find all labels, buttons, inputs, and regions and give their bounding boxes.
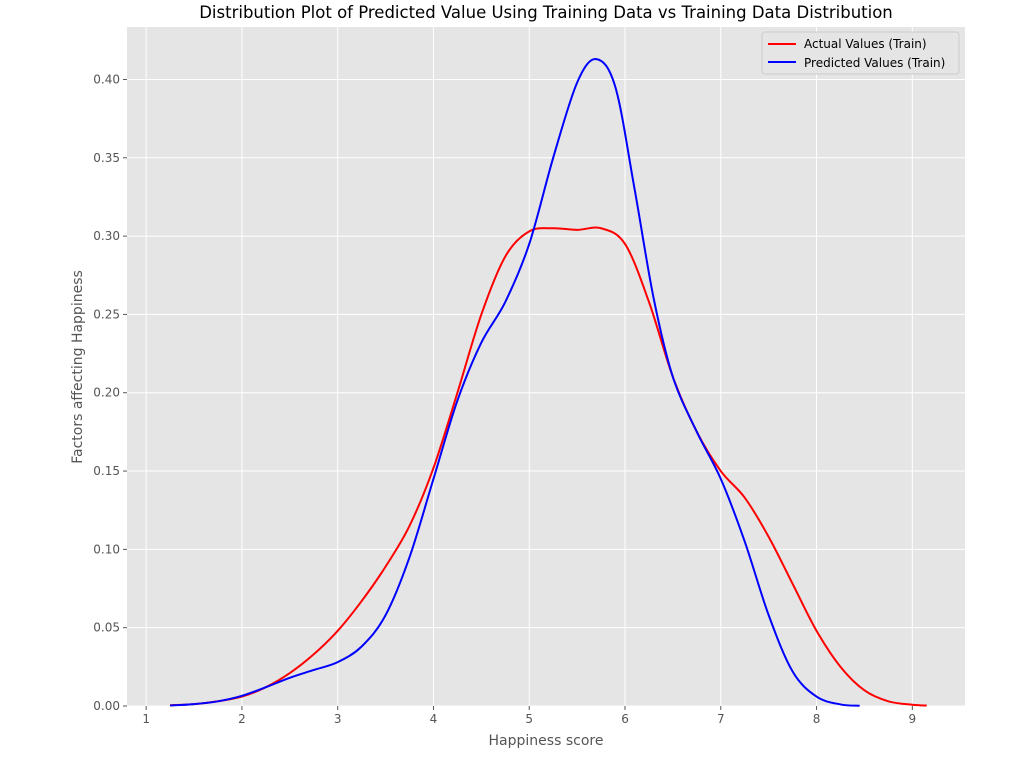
x-axis-ticks: 1 2 3 4 5 6 7 8 9 bbox=[142, 706, 916, 726]
grid-lines bbox=[127, 27, 965, 707]
legend-label-actual: Actual Values (Train) bbox=[804, 37, 927, 51]
x-tick-label: 8 bbox=[813, 712, 821, 726]
y-axis-label: Factors affecting Happiness bbox=[70, 270, 86, 464]
x-tick-label: 3 bbox=[334, 712, 342, 726]
y-tick-label: 0.40 bbox=[93, 72, 120, 86]
legend-box bbox=[761, 31, 960, 75]
x-tick-label: 4 bbox=[430, 712, 438, 726]
y-tick-label: 0.25 bbox=[93, 307, 120, 321]
legend-label-predicted: Predicted Values (Train) bbox=[804, 56, 945, 70]
y-tick-label: 0.20 bbox=[93, 386, 120, 400]
chart-title: Distribution Plot of Predicted Value Usi… bbox=[199, 3, 893, 22]
y-tick-label: 0.35 bbox=[93, 151, 120, 165]
x-tick-label: 5 bbox=[525, 712, 533, 726]
series-line-predicted-train bbox=[170, 58, 860, 707]
series-lines bbox=[170, 58, 927, 707]
x-tick-label: 9 bbox=[909, 712, 917, 726]
y-tick-label: 0.15 bbox=[93, 464, 120, 478]
y-tick-label: 0.05 bbox=[93, 621, 120, 635]
y-tick-label: 0.10 bbox=[93, 542, 120, 556]
x-axis-label: Happiness score bbox=[489, 733, 604, 749]
legend: Actual Values (Train) Predicted Values (… bbox=[761, 31, 960, 75]
y-tick-label: 0.00 bbox=[93, 699, 120, 713]
x-tick-label: 6 bbox=[621, 712, 629, 726]
series-line-actual-train bbox=[170, 226, 927, 707]
x-tick-label: 1 bbox=[142, 712, 150, 726]
plot-background bbox=[127, 27, 965, 706]
x-tick-label: 7 bbox=[717, 712, 725, 726]
y-axis-ticks: 0.00 0.05 0.10 0.15 0.20 0.25 0.30 0.35 0.40 bbox=[93, 72, 127, 713]
y-tick-label: 0.30 bbox=[93, 229, 120, 243]
x-tick-label: 2 bbox=[238, 712, 246, 726]
